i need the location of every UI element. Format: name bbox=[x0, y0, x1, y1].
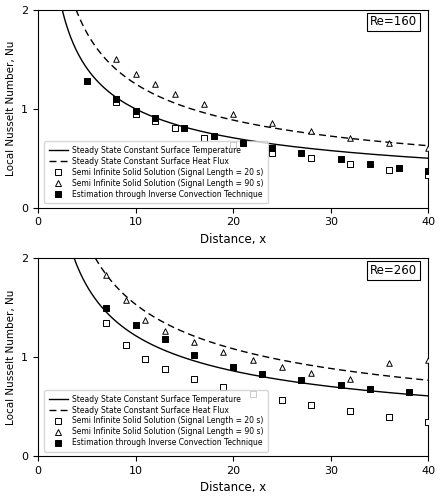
Point bbox=[269, 120, 276, 128]
Point bbox=[191, 375, 198, 383]
Point bbox=[347, 375, 354, 383]
Text: Re=160: Re=160 bbox=[370, 16, 417, 28]
Point bbox=[366, 160, 374, 168]
Point bbox=[239, 139, 247, 147]
Point bbox=[347, 160, 354, 168]
Point bbox=[132, 106, 139, 114]
Point bbox=[152, 118, 159, 126]
Point bbox=[347, 134, 354, 142]
Point bbox=[142, 316, 149, 324]
Point bbox=[191, 338, 198, 346]
Point bbox=[269, 149, 276, 157]
Point bbox=[298, 376, 305, 384]
Point bbox=[425, 418, 432, 426]
Point bbox=[269, 144, 276, 152]
Point bbox=[83, 77, 90, 85]
Point bbox=[191, 351, 198, 359]
Point bbox=[308, 369, 315, 377]
Point bbox=[210, 132, 217, 140]
Point bbox=[405, 388, 412, 396]
Point bbox=[386, 139, 393, 147]
X-axis label: Distance, x: Distance, x bbox=[200, 482, 266, 494]
Point bbox=[386, 359, 393, 367]
Point bbox=[308, 400, 315, 408]
Point bbox=[259, 370, 266, 378]
Point bbox=[337, 155, 344, 163]
Point bbox=[278, 363, 285, 371]
Point bbox=[161, 365, 168, 373]
Point bbox=[171, 124, 178, 132]
Point bbox=[132, 70, 139, 78]
Point bbox=[337, 381, 344, 389]
Point bbox=[230, 363, 237, 371]
Point bbox=[425, 167, 432, 175]
Point bbox=[386, 412, 393, 420]
Point bbox=[425, 144, 432, 152]
Point bbox=[122, 342, 129, 349]
Point bbox=[152, 114, 159, 122]
Legend: Steady State Constant Surface Temperature, Steady State Constant Surface Heat Fl: Steady State Constant Surface Temperatur… bbox=[44, 390, 268, 452]
Point bbox=[298, 149, 305, 157]
Point bbox=[308, 154, 315, 162]
Point bbox=[278, 396, 285, 404]
Point bbox=[161, 336, 168, 344]
Point bbox=[132, 110, 139, 118]
Point bbox=[200, 134, 207, 142]
Point bbox=[152, 80, 159, 88]
Point bbox=[161, 328, 168, 336]
Legend: Steady State Constant Surface Temperature, Steady State Constant Surface Heat Fl: Steady State Constant Surface Temperatur… bbox=[44, 142, 268, 204]
Point bbox=[249, 390, 256, 398]
Point bbox=[112, 98, 120, 106]
Point bbox=[103, 304, 110, 312]
Point bbox=[181, 124, 188, 132]
Point bbox=[347, 406, 354, 414]
Point bbox=[308, 128, 315, 136]
Point bbox=[200, 100, 207, 108]
Point bbox=[386, 166, 393, 174]
Point bbox=[366, 385, 374, 393]
Y-axis label: Local Nusselt Number, Nu: Local Nusselt Number, Nu bbox=[6, 41, 15, 176]
Point bbox=[103, 318, 110, 326]
X-axis label: Distance, x: Distance, x bbox=[200, 233, 266, 246]
Point bbox=[103, 271, 110, 279]
Point bbox=[122, 296, 129, 304]
Point bbox=[142, 355, 149, 363]
Point bbox=[230, 110, 237, 118]
Point bbox=[425, 356, 432, 364]
Point bbox=[112, 55, 120, 63]
Point bbox=[112, 94, 120, 102]
Point bbox=[220, 348, 227, 356]
Point bbox=[230, 141, 237, 149]
Text: Re=260: Re=260 bbox=[370, 264, 417, 277]
Point bbox=[425, 171, 432, 179]
Y-axis label: Local Nusselt Number, Nu: Local Nusselt Number, Nu bbox=[6, 290, 15, 425]
Point bbox=[171, 90, 178, 98]
Point bbox=[249, 356, 256, 364]
Point bbox=[132, 322, 139, 330]
Point bbox=[220, 383, 227, 391]
Point bbox=[396, 164, 403, 172]
